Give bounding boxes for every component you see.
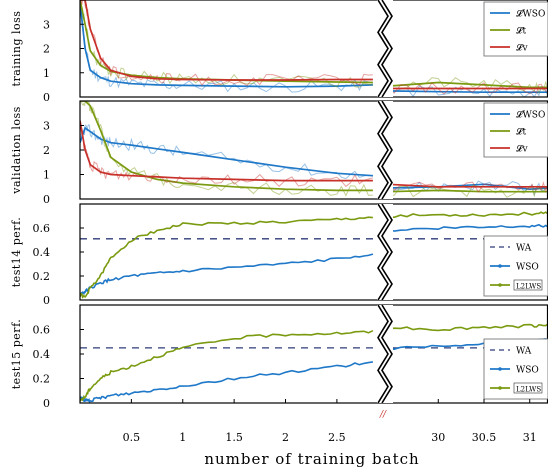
axis-break-line xyxy=(377,304,389,404)
y-tick-label: 0.4 xyxy=(33,348,51,361)
series-line-blue xyxy=(80,253,374,297)
y-tick-label: 0.2 xyxy=(33,270,51,283)
legend-label: 𝓛t xyxy=(516,127,527,138)
legend-marker xyxy=(498,367,502,371)
x-tick-label: 1.5 xyxy=(225,431,243,444)
series-raw-green xyxy=(387,76,548,95)
y-tick-label: 1 xyxy=(43,169,50,182)
series-line-green xyxy=(80,216,373,299)
legend-label: WA xyxy=(516,244,532,254)
axis-break-line xyxy=(377,100,389,200)
series-line-green xyxy=(387,323,548,332)
series-line-blue xyxy=(387,223,548,232)
legend-label-box xyxy=(513,382,543,394)
legend-label: 𝓛t xyxy=(516,26,527,37)
series-smooth-blue xyxy=(80,2,373,88)
y-tick-label: 0 xyxy=(43,193,50,206)
panel-3: 0 0.2 0.4 0.6 test14 perf. WA WSO L2LWS xyxy=(10,203,548,307)
legend-label: WSO xyxy=(516,263,539,273)
legend-label-box xyxy=(513,279,543,291)
axis-break-line xyxy=(381,304,393,404)
y-tick-label: 0.6 xyxy=(33,324,51,337)
legend-box xyxy=(483,102,548,158)
legend-label: WA xyxy=(516,347,532,357)
x-tick-label: 30.5 xyxy=(472,431,497,444)
panel-2: 0 1 2 3 validation loss 𝓛WSO 𝓛t 𝓛v xyxy=(10,100,548,206)
panel-frame xyxy=(79,203,548,301)
y-axis-label: training loss xyxy=(10,11,23,87)
series-raw-red xyxy=(387,181,548,193)
series-line-green xyxy=(80,329,374,402)
axis-break-gap xyxy=(377,204,393,300)
y-tick-label: 3 xyxy=(43,18,50,31)
panel-1: 0 1 2 3 training loss 𝓛WSO 𝓛t 𝓛v xyxy=(10,0,548,104)
legend-label: L2LWS xyxy=(516,386,541,394)
legend-box xyxy=(483,1,548,57)
series-smooth-blue xyxy=(387,90,548,94)
series-smooth-green xyxy=(80,0,373,84)
y-tick-label: 0 xyxy=(43,397,50,410)
series-smooth-blue xyxy=(387,183,548,191)
x-tick-label: 2.5 xyxy=(328,431,346,444)
x-tick-label: 30 xyxy=(431,431,445,444)
x-tick-label: 0.5 xyxy=(123,431,141,444)
series-smooth-green xyxy=(387,189,548,193)
x-tick-label: 31 xyxy=(523,431,537,444)
legend-label: L2LWS xyxy=(516,283,541,291)
legend-label: 𝓛v xyxy=(516,144,529,155)
series-line-green xyxy=(387,211,548,219)
y-tick-label: 0.6 xyxy=(33,222,51,235)
y-tick-label: 1 xyxy=(43,67,50,80)
series-raw-red xyxy=(80,121,374,188)
panel-frame xyxy=(79,304,548,404)
y-tick-label: 0.2 xyxy=(33,373,51,386)
series-raw-green xyxy=(80,101,373,197)
series-smooth-blue xyxy=(80,126,373,177)
axis-break-line xyxy=(381,203,393,301)
axis-break-gap xyxy=(377,305,393,403)
x-tick-label: 2 xyxy=(282,431,289,444)
x-tick-label: 1 xyxy=(179,431,186,444)
legend-label: 𝓛WSO xyxy=(516,9,545,20)
axis-break-gap xyxy=(377,101,393,199)
legend-marker xyxy=(498,283,502,287)
series-smooth-red xyxy=(80,0,373,81)
axis-break-line xyxy=(377,203,389,301)
series-raw-red xyxy=(387,82,548,95)
y-tick-label: 0.4 xyxy=(33,246,51,259)
series-line-blue xyxy=(80,361,374,403)
y-tick-label: 0 xyxy=(43,91,50,104)
y-axis-label: test14 perf. xyxy=(10,217,23,287)
series-raw-blue xyxy=(80,124,374,180)
series-smooth-red xyxy=(80,120,373,182)
axis-break-line xyxy=(381,0,393,98)
y-tick-label: 2 xyxy=(43,43,50,56)
axis-break-line xyxy=(377,0,389,98)
y-tick-label: 0 xyxy=(43,294,50,307)
x-axis-break-mark: // xyxy=(379,410,387,420)
legend-label: 𝓛v xyxy=(516,43,529,54)
legend-label: 𝓛WSO xyxy=(516,110,545,121)
y-tick-label: 2 xyxy=(43,144,50,157)
y-tick-label: 3 xyxy=(43,120,50,133)
axis-break-line xyxy=(381,100,393,200)
legend-label: WSO xyxy=(516,366,539,376)
legend-marker xyxy=(498,264,502,268)
axis-break-gap xyxy=(377,0,393,97)
series-raw-red xyxy=(80,0,373,87)
panel-4: 0 0.2 0.4 0.6 test15 perf. WA WSO L2LWS xyxy=(10,304,548,410)
y-axis-label: validation loss xyxy=(10,106,23,194)
x-axis-label: number of training batch xyxy=(204,450,419,468)
series-smooth-green xyxy=(387,81,548,89)
y-axis-label: test15 perf. xyxy=(10,319,23,389)
legend-marker xyxy=(498,386,502,390)
series-raw-blue xyxy=(80,0,374,93)
series-smooth-red xyxy=(387,183,548,188)
